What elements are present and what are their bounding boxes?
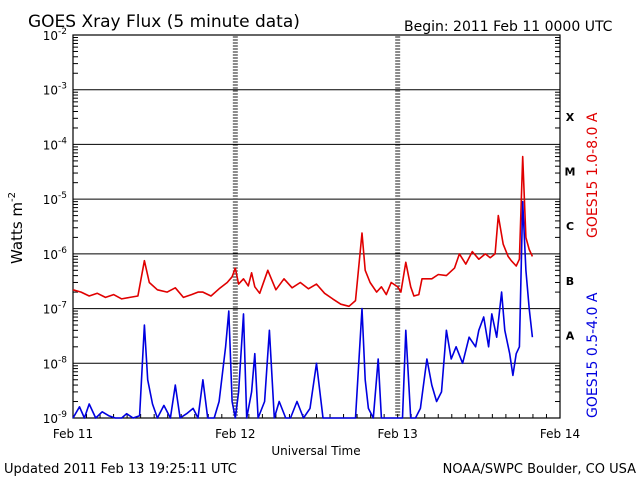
x-tick-label: Feb 13: [377, 427, 417, 441]
x-axis-label: Universal Time: [271, 444, 360, 458]
flare-class-label: C: [566, 220, 574, 233]
x-axis-ticks: Feb 11 Feb 12 Feb 13 Feb 14: [53, 414, 580, 441]
flare-class-labels: X M C B A: [565, 111, 576, 343]
y-tick-label: 10-4: [43, 136, 68, 152]
y-axis-label: Watts m-2: [7, 192, 26, 264]
y-tick-label: 10-7: [43, 301, 67, 317]
y-axis-label-exponent: -2: [7, 192, 18, 202]
legend-series-long: GOES15 1.0-8.0 A: [585, 112, 601, 238]
flare-class-label: A: [566, 330, 575, 343]
y-axis-ticks: 10-2 10-3 10-4 10-5 10-6 10-7 10-8 10-9: [43, 27, 560, 426]
legend-series-short: GOES15 0.5-4.0 A: [585, 292, 601, 418]
credit: NOAA/SWPC Boulder, CO USA: [443, 462, 636, 477]
series-line-long: [72, 155, 534, 308]
x-tick-label: Feb 14: [540, 427, 580, 441]
updated-timestamp: Updated 2011 Feb 13 19:25:11 UTC: [4, 462, 237, 477]
y-tick-label: 10-5: [43, 191, 67, 207]
y-tick-label: 10-2: [43, 27, 67, 43]
flare-class-label: B: [566, 275, 574, 288]
series-line-short: [72, 200, 534, 419]
y-tick-label: 10-9: [43, 410, 68, 426]
y-tick-label: 10-3: [43, 82, 67, 98]
y-tick-label: 10-8: [43, 355, 68, 371]
y-axis-label-text: Watts m: [8, 202, 26, 264]
flare-class-label: M: [565, 166, 576, 179]
x-tick-label: Feb 12: [215, 427, 255, 441]
series-lines: [72, 155, 534, 419]
begin-date: Begin: 2011 Feb 11 0000 UTC: [404, 19, 613, 35]
chart-title: GOES Xray Flux (5 minute data): [28, 12, 300, 32]
x-tick-label: Feb 11: [53, 427, 93, 441]
flare-class-label: X: [566, 111, 575, 124]
y-tick-label: 10-6: [43, 246, 68, 262]
